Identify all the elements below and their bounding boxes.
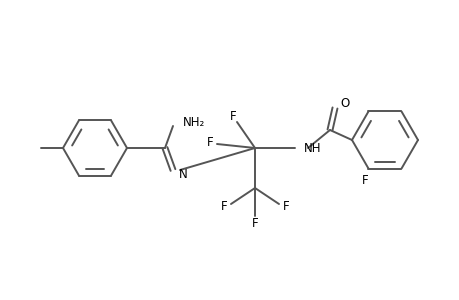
Text: F: F bbox=[229, 110, 236, 122]
Text: N: N bbox=[179, 167, 187, 181]
Text: NH: NH bbox=[303, 142, 321, 155]
Text: F: F bbox=[282, 200, 289, 212]
Text: F: F bbox=[220, 200, 227, 212]
Text: F: F bbox=[251, 218, 258, 230]
Text: F: F bbox=[361, 174, 368, 187]
Text: NH₂: NH₂ bbox=[183, 116, 205, 130]
Text: O: O bbox=[339, 97, 348, 110]
Text: F: F bbox=[206, 136, 213, 149]
